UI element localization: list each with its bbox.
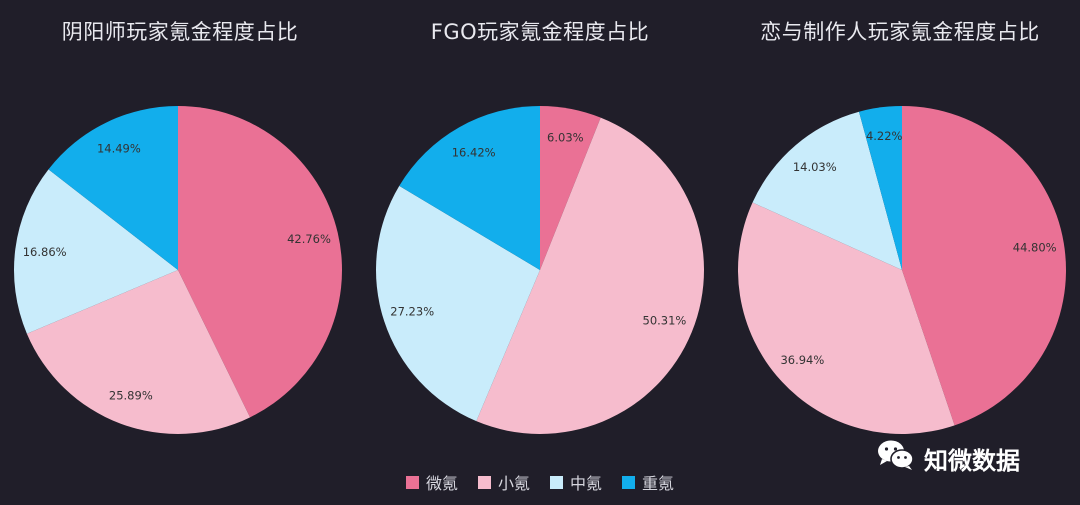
pie-label-onmyoji-xiao: 25.89% xyxy=(109,388,153,402)
legend-swatch-xiao xyxy=(477,475,491,489)
chart-title-love-producer: 恋与制作人玩家氪金程度占比 xyxy=(760,20,1040,44)
legend-label-zhongke: 重氪 xyxy=(642,474,675,493)
pie-slice-love-producer-xiao xyxy=(737,202,955,434)
legend: 微氪 小氪 中氪 重氪 xyxy=(0,470,1080,494)
pie-slice-onmyoji-xiao xyxy=(26,270,251,435)
legend-item-xiao: 小氪 xyxy=(477,470,530,494)
legend-item-wei: 微氪 xyxy=(405,470,458,494)
pie-slice-onmyoji-wei xyxy=(178,106,343,418)
pie-label-love-producer-zhongke: 4.22% xyxy=(866,129,903,143)
legend-swatch-zhongke xyxy=(622,475,636,489)
legend-item-zhongke: 重氪 xyxy=(622,470,674,494)
watermark: 知微数据 xyxy=(876,438,1020,478)
legend-item-zhong: 中氪 xyxy=(550,470,602,494)
pie-slice-onmyoji-zhongke xyxy=(48,106,179,270)
chart-title-onmyoji: 阴阳师玩家氪金程度占比 xyxy=(61,20,299,44)
pie-slice-fgo-wei xyxy=(540,106,601,270)
pie-label-onmyoji-wei: 42.76% xyxy=(287,232,331,246)
legend-label-wei: 微氪 xyxy=(425,474,458,493)
pie-label-love-producer-xiao: 36.94% xyxy=(780,353,824,367)
pie-label-love-producer-wei: 44.80% xyxy=(1013,241,1057,255)
pie-slice-love-producer-zhongke xyxy=(859,106,902,270)
pie-label-fgo-xiao: 50.31% xyxy=(643,313,687,327)
pie-slice-onmyoji-zhong xyxy=(13,169,178,334)
pie-label-fgo-zhongke: 16.42% xyxy=(452,146,496,160)
pie-label-onmyoji-zhong: 16.86% xyxy=(23,245,67,259)
pie-slice-fgo-xiao xyxy=(476,117,705,435)
pie-slice-fgo-zhong xyxy=(375,185,540,422)
pie-slice-love-producer-zhong xyxy=(752,111,902,271)
wechat-icon xyxy=(876,438,916,478)
chart-title-fgo: FGO玩家氪金程度占比 xyxy=(430,20,650,44)
legend-swatch-wei xyxy=(405,475,419,489)
pie-slice-love-producer-wei xyxy=(902,106,1066,426)
pie-label-fgo-zhong: 27.23% xyxy=(390,304,434,318)
legend-label-zhong: 中氪 xyxy=(570,474,603,493)
watermark-text: 知微数据 xyxy=(924,446,1020,475)
pie-label-onmyoji-zhongke: 14.49% xyxy=(97,142,141,156)
pie-label-love-producer-zhong: 14.03% xyxy=(793,160,837,174)
pie-slice-fgo-zhongke xyxy=(399,106,540,270)
legend-swatch-zhong xyxy=(550,475,563,489)
legend-label-xiao: 小氪 xyxy=(497,474,530,493)
pie-label-fgo-wei: 6.03% xyxy=(547,130,584,144)
